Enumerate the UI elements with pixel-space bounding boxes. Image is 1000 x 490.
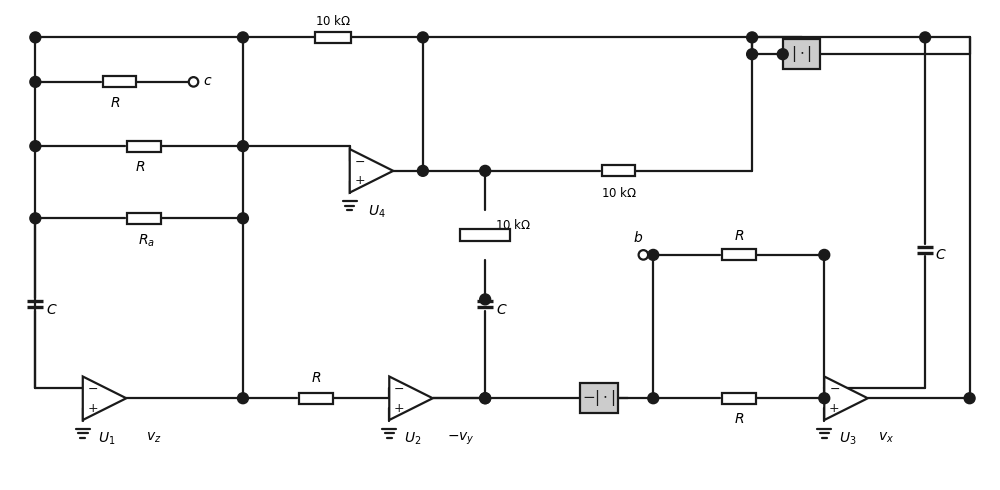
Text: $+$: $+$ [393, 401, 405, 415]
Bar [127, 141, 161, 151]
Circle shape [417, 166, 428, 176]
Text: $U_4$: $U_4$ [368, 203, 385, 220]
Circle shape [639, 250, 648, 260]
Text: $U_3$: $U_3$ [839, 431, 857, 447]
Text: $R$: $R$ [734, 412, 744, 426]
Circle shape [648, 393, 659, 404]
Text: $C$: $C$ [496, 303, 508, 317]
Bar [783, 39, 820, 69]
Circle shape [480, 166, 491, 176]
Bar [299, 393, 333, 404]
Circle shape [480, 294, 491, 305]
Text: $10\ \mathrm{k\Omega}$: $10\ \mathrm{k\Omega}$ [601, 186, 637, 200]
Bar [127, 213, 161, 224]
Text: $-$: $-$ [829, 382, 840, 395]
Circle shape [819, 249, 830, 260]
Text: $v_x$: $v_x$ [878, 431, 894, 445]
Text: $c$: $c$ [203, 74, 213, 88]
Circle shape [30, 76, 41, 87]
Text: $b$: $b$ [633, 230, 643, 245]
Circle shape [30, 141, 41, 151]
Text: $C$: $C$ [935, 248, 947, 262]
Circle shape [30, 213, 41, 224]
Bar [722, 249, 756, 260]
Polygon shape [350, 149, 393, 193]
Text: $R$: $R$ [110, 96, 121, 110]
Text: $v_z$: $v_z$ [146, 431, 162, 445]
Circle shape [30, 32, 41, 43]
Circle shape [480, 393, 491, 404]
Text: $+$: $+$ [354, 174, 365, 187]
Circle shape [648, 249, 659, 260]
Text: $-$: $-$ [393, 382, 405, 395]
Circle shape [480, 393, 491, 404]
Text: $+$: $+$ [87, 401, 98, 415]
Polygon shape [389, 376, 433, 420]
Bar [580, 383, 618, 413]
Bar [602, 166, 635, 176]
Polygon shape [83, 376, 126, 420]
Text: $|\cdot|$: $|\cdot|$ [791, 44, 812, 64]
Text: $R_a$: $R_a$ [138, 232, 155, 248]
Circle shape [777, 49, 788, 60]
Text: $R$: $R$ [311, 371, 321, 386]
Circle shape [819, 393, 830, 404]
Circle shape [189, 77, 198, 87]
Text: $R$: $R$ [734, 229, 744, 243]
Circle shape [238, 213, 248, 224]
Bar [103, 76, 136, 87]
Circle shape [238, 32, 248, 43]
Text: $10\ \mathrm{k\Omega}$: $10\ \mathrm{k\Omega}$ [495, 218, 531, 232]
Text: $+$: $+$ [828, 401, 840, 415]
Circle shape [747, 49, 758, 60]
Circle shape [747, 32, 758, 43]
Circle shape [920, 32, 931, 43]
Text: $10\ \mathrm{k\Omega}$: $10\ \mathrm{k\Omega}$ [315, 15, 351, 28]
Bar [722, 393, 756, 404]
Bar [460, 229, 510, 241]
Text: $C$: $C$ [46, 303, 58, 317]
Text: $-v_y$: $-v_y$ [447, 431, 474, 447]
Text: $U_2$: $U_2$ [404, 431, 422, 447]
Text: $U_1$: $U_1$ [98, 431, 115, 447]
Text: $-$: $-$ [354, 154, 365, 168]
Text: $-|\cdot|$: $-|\cdot|$ [582, 388, 616, 408]
Bar [315, 32, 351, 43]
Circle shape [238, 141, 248, 151]
Circle shape [238, 393, 248, 404]
Circle shape [964, 393, 975, 404]
Text: $-$: $-$ [87, 382, 98, 395]
Circle shape [417, 32, 428, 43]
Text: $R$: $R$ [135, 160, 145, 174]
Polygon shape [824, 376, 868, 420]
